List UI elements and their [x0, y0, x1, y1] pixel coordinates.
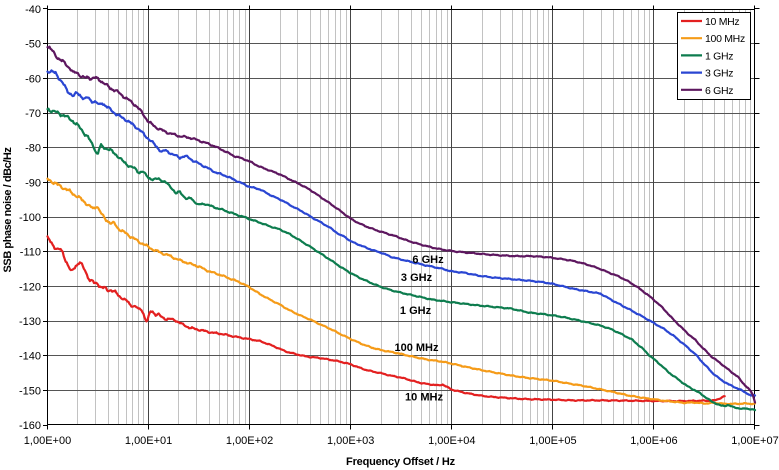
svg-text:-70: -70: [25, 108, 41, 120]
svg-text:Frequency Offset / Hz: Frequency Offset / Hz: [346, 456, 456, 468]
svg-text:3 GHz: 3 GHz: [401, 272, 433, 284]
svg-text:1 GHz: 1 GHz: [400, 305, 432, 317]
svg-text:10 MHz: 10 MHz: [705, 16, 739, 28]
svg-text:1 GHz: 1 GHz: [705, 50, 733, 62]
svg-text:1,00E+00: 1,00E+00: [24, 435, 71, 447]
svg-text:-40: -40: [25, 4, 41, 16]
svg-text:SSB phase noise / dBc/Hz: SSB phase noise / dBc/Hz: [2, 147, 14, 273]
svg-text:1,00E+04: 1,00E+04: [428, 435, 475, 447]
svg-text:-50: -50: [25, 39, 41, 51]
svg-text:1,00E+02: 1,00E+02: [226, 435, 273, 447]
svg-text:-90: -90: [25, 177, 41, 189]
svg-text:1,00E+05: 1,00E+05: [529, 435, 576, 447]
svg-text:1,00E+06: 1,00E+06: [630, 435, 677, 447]
svg-text:6 GHz: 6 GHz: [705, 85, 733, 97]
svg-text:100 MHz: 100 MHz: [705, 33, 745, 45]
svg-text:-110: -110: [20, 247, 41, 259]
svg-text:6 GHz: 6 GHz: [412, 254, 444, 266]
svg-text:-130: -130: [19, 316, 41, 328]
svg-text:-150: -150: [19, 385, 41, 397]
svg-text:-120: -120: [19, 281, 41, 293]
svg-text:1,00E+01: 1,00E+01: [125, 435, 172, 447]
svg-text:-80: -80: [25, 143, 41, 155]
svg-text:-100: -100: [19, 212, 41, 224]
svg-text:100 MHz: 100 MHz: [394, 342, 439, 354]
svg-text:3 GHz: 3 GHz: [705, 68, 733, 80]
svg-text:-60: -60: [25, 73, 41, 85]
svg-text:1,00E+07: 1,00E+07: [731, 435, 778, 447]
svg-text:1,00E+03: 1,00E+03: [327, 435, 374, 447]
svg-text:10 MHz: 10 MHz: [405, 392, 443, 404]
svg-text:-140: -140: [19, 351, 41, 363]
svg-text:-160: -160: [19, 420, 41, 432]
